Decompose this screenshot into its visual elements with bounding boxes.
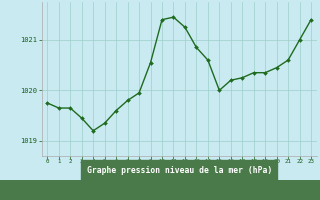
X-axis label: Graphe pression niveau de la mer (hPa): Graphe pression niveau de la mer (hPa): [87, 166, 272, 175]
